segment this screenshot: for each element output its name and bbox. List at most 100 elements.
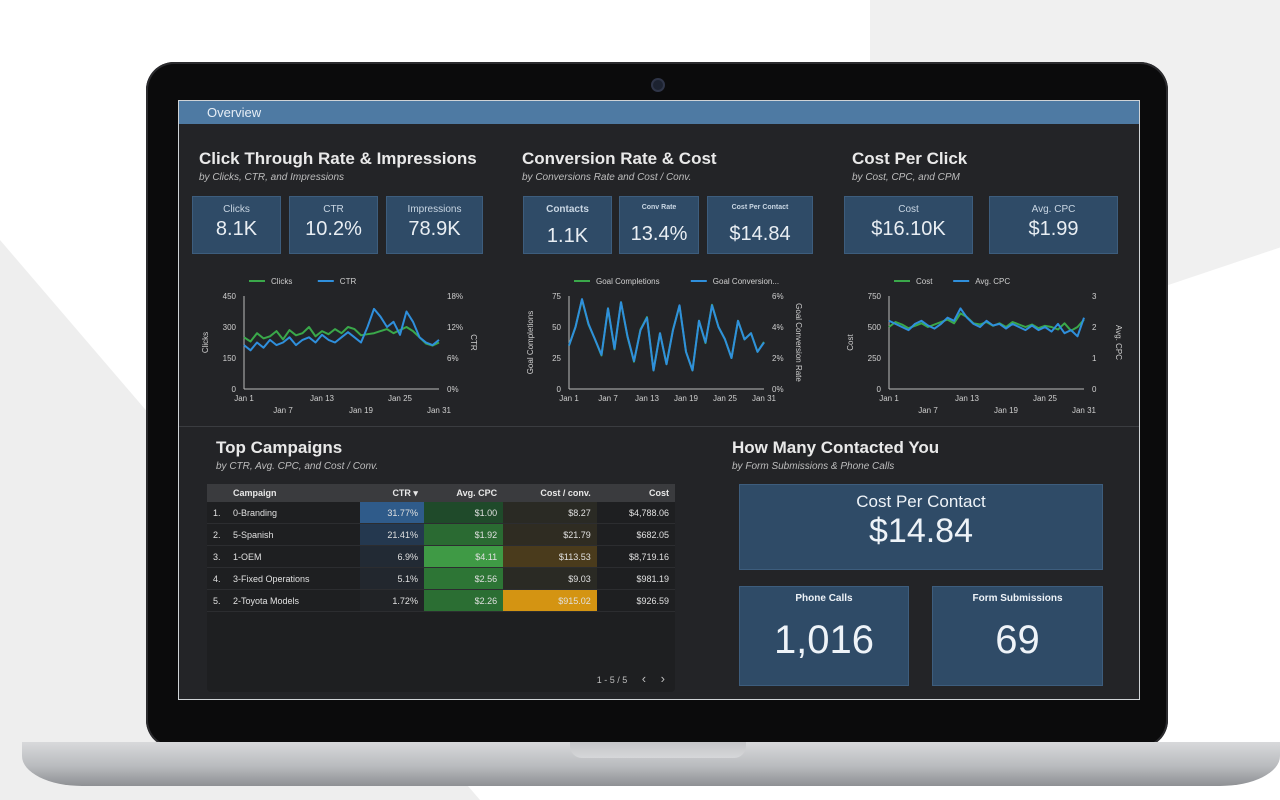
campaign-name: 3-Fixed Operations — [227, 567, 361, 590]
cost-per-contact-label: Cost Per Contact — [856, 492, 986, 511]
y2-tick-label: 2% — [772, 354, 784, 363]
table-row[interactable]: 3. 1-OEM 6.9% $4.11 $113.53 $8,719.16 — [207, 545, 675, 568]
impressions-kpi-value: 78.9K — [408, 218, 461, 240]
contacted-title: How Many Contacted You — [732, 438, 940, 457]
campaign-name: 5-Spanish — [227, 523, 361, 546]
contacts-kpi-label: Contacts — [546, 204, 589, 215]
cost-kpi: Cost $16.10K — [844, 196, 973, 254]
y-tick-label: 75 — [552, 292, 561, 301]
cpc-section-subtitle: by Cost, CPC, and CPM — [852, 172, 960, 183]
series-line-2 — [888, 307, 1085, 338]
y2-tick-label: 0% — [772, 385, 784, 394]
ctr-kpi-value: 10.2% — [305, 218, 362, 240]
ctr-cell: 5.1% — [360, 567, 424, 590]
overview-title[interactable]: Overview — [207, 105, 262, 120]
y2-tick-label: 6% — [447, 354, 459, 363]
avg-cpc-cell: $1.00 — [423, 502, 504, 524]
cost-cell: $682.05 — [596, 523, 675, 546]
ctr-cell: 1.72% — [360, 589, 424, 612]
pager-next-button[interactable]: › — [660, 671, 665, 686]
x-tick-label: Jan 25 — [388, 394, 413, 403]
contacted-subtitle: by Form Submissions & Phone Calls — [732, 461, 895, 472]
header-cost-conv[interactable]: Cost / conv. — [503, 484, 597, 502]
y2-tick-label: 0 — [1092, 385, 1097, 394]
conv-rate-kpi: Conv Rate 13.4% — [619, 196, 699, 254]
y2-tick-label: 2 — [1092, 323, 1097, 332]
conv-rate-kpi-value: 13.4% — [630, 223, 688, 245]
contacts-kpi-value: 1.1K — [546, 225, 589, 247]
x-tick-label: Jan 7 — [598, 394, 618, 403]
x-tick-label: Jan 1 — [559, 394, 579, 403]
header-cost[interactable]: Cost — [596, 484, 675, 502]
x-tick-label: Jan 25 — [1033, 394, 1058, 403]
header-avg-cpc[interactable]: Avg. CPC — [423, 484, 504, 502]
cost-conv-cell: $21.79 — [503, 523, 597, 546]
y-axis-title: Goal Completions — [526, 311, 535, 375]
header-campaign[interactable]: Campaign — [227, 484, 361, 502]
campaign-name: 1-OEM — [227, 545, 361, 568]
x-tick-label: Jan 25 — [713, 394, 738, 403]
y-tick-label: 750 — [868, 292, 882, 301]
cost-per-click-chart: Cost Avg. CPC 750 500 250 0 3 2 1 0 Cost Avg. CPC Ja… — [839, 271, 1129, 426]
y-tick-label: 150 — [223, 354, 237, 363]
table-row[interactable]: 2. 5-Spanish 21.41% $1.92 $21.79 $682.05 — [207, 523, 675, 546]
y-tick-label: 450 — [223, 292, 237, 301]
y-axis-title: Cost — [846, 334, 855, 351]
x-tick-label: Jan 1 — [879, 394, 899, 403]
pager-prev-button[interactable]: ‹ — [641, 671, 647, 686]
row-index: 1. — [207, 502, 227, 524]
row-index: 3. — [207, 545, 227, 568]
avg-cpc-cell: $2.56 — [423, 567, 504, 590]
ctr-kpi: CTR 10.2% — [289, 196, 378, 254]
table-row[interactable]: 1. 0-Branding 31.77% $1.00 $8.27 $4,788.06 — [207, 502, 675, 524]
y-tick-label: 50 — [552, 323, 561, 332]
top-campaigns-subtitle: by CTR, Avg. CPC, and Cost / Conv. — [216, 461, 379, 472]
x-tick-label: Jan 13 — [310, 394, 335, 403]
ctr-section-title: Click Through Rate & Impressions — [199, 149, 477, 168]
campaign-name: 2-Toyota Models — [227, 589, 361, 612]
y-tick-label: 250 — [868, 354, 882, 363]
y2-tick-label: 4% — [772, 323, 784, 332]
legend-label: Cost — [916, 277, 933, 286]
dashboard-screen: Overview Click Through Rate & Impression… — [178, 100, 1140, 700]
phone-calls-value: 1,016 — [773, 618, 875, 662]
conversion-chart-svg: Goal Completions Goal Conversion... 75 50 25… — [526, 277, 803, 403]
table-pager: 1 - 5 / 5 ‹ › — [585, 671, 665, 686]
cost-per-click-chart-svg: Cost Avg. CPC 750 500 250 0 3 2 1 0 Cost Avg. CPC Ja… — [846, 277, 1123, 415]
avg-cpc-kpi: Avg. CPC $1.99 — [989, 196, 1118, 254]
header-ctr[interactable]: CTR ▾ — [360, 484, 424, 502]
x-tick-label: Jan 7 — [918, 406, 938, 415]
table-row[interactable]: 4. 3-Fixed Operations 5.1% $2.56 $9.03 $981.1… — [207, 567, 675, 590]
row-index: 5. — [207, 589, 227, 612]
laptop-notch — [570, 742, 746, 758]
section-divider — [179, 426, 1139, 427]
cost-conv-cell: $915.02 — [503, 589, 597, 612]
legend-label: Goal Completions — [596, 277, 660, 286]
avg-cpc-cell: $2.26 — [423, 589, 504, 612]
phone-calls-label: Phone Calls — [795, 593, 853, 604]
pager-range: 1 - 5 / 5 — [596, 675, 628, 685]
table-row[interactable]: 5. 2-Toyota Models 1.72% $2.26 $915.02 $926.5… — [207, 589, 675, 612]
x-tick-label: Jan 19 — [349, 406, 374, 415]
x-tick-label: Jan 7 — [273, 406, 293, 415]
ctr-section-subtitle: by Clicks, CTR, and Impressions — [199, 172, 345, 183]
cost-cell: $981.19 — [596, 567, 675, 590]
y-tick-label: 25 — [552, 354, 561, 363]
series-line-1 — [243, 326, 440, 347]
y2-axis-title: Avg. CPC — [1114, 325, 1123, 360]
y2-tick-label: 3 — [1092, 292, 1097, 301]
cost-per-contact-value: $14.84 — [869, 512, 973, 550]
header-index — [207, 484, 227, 502]
x-tick-label: Jan 19 — [994, 406, 1019, 415]
campaign-name: 0-Branding — [227, 502, 361, 524]
contacts-kpi: Contacts 1.1K — [523, 196, 612, 254]
y2-tick-label: 18% — [447, 292, 463, 301]
x-tick-label: Jan 1 — [234, 394, 254, 403]
clicks-kpi: Clicks 8.1K — [192, 196, 281, 254]
webcam — [651, 78, 665, 92]
ctr-cell: 6.9% — [360, 545, 424, 568]
y2-tick-label: 1 — [1092, 354, 1097, 363]
ctr-impressions-chart-svg: Clicks CTR 450 300 150 0 18% 12% 6% 0% Clicks CTR Ja… — [201, 277, 478, 415]
x-tick-label: Jan 13 — [635, 394, 660, 403]
avg-cpc-cell: $4.11 — [423, 545, 504, 568]
